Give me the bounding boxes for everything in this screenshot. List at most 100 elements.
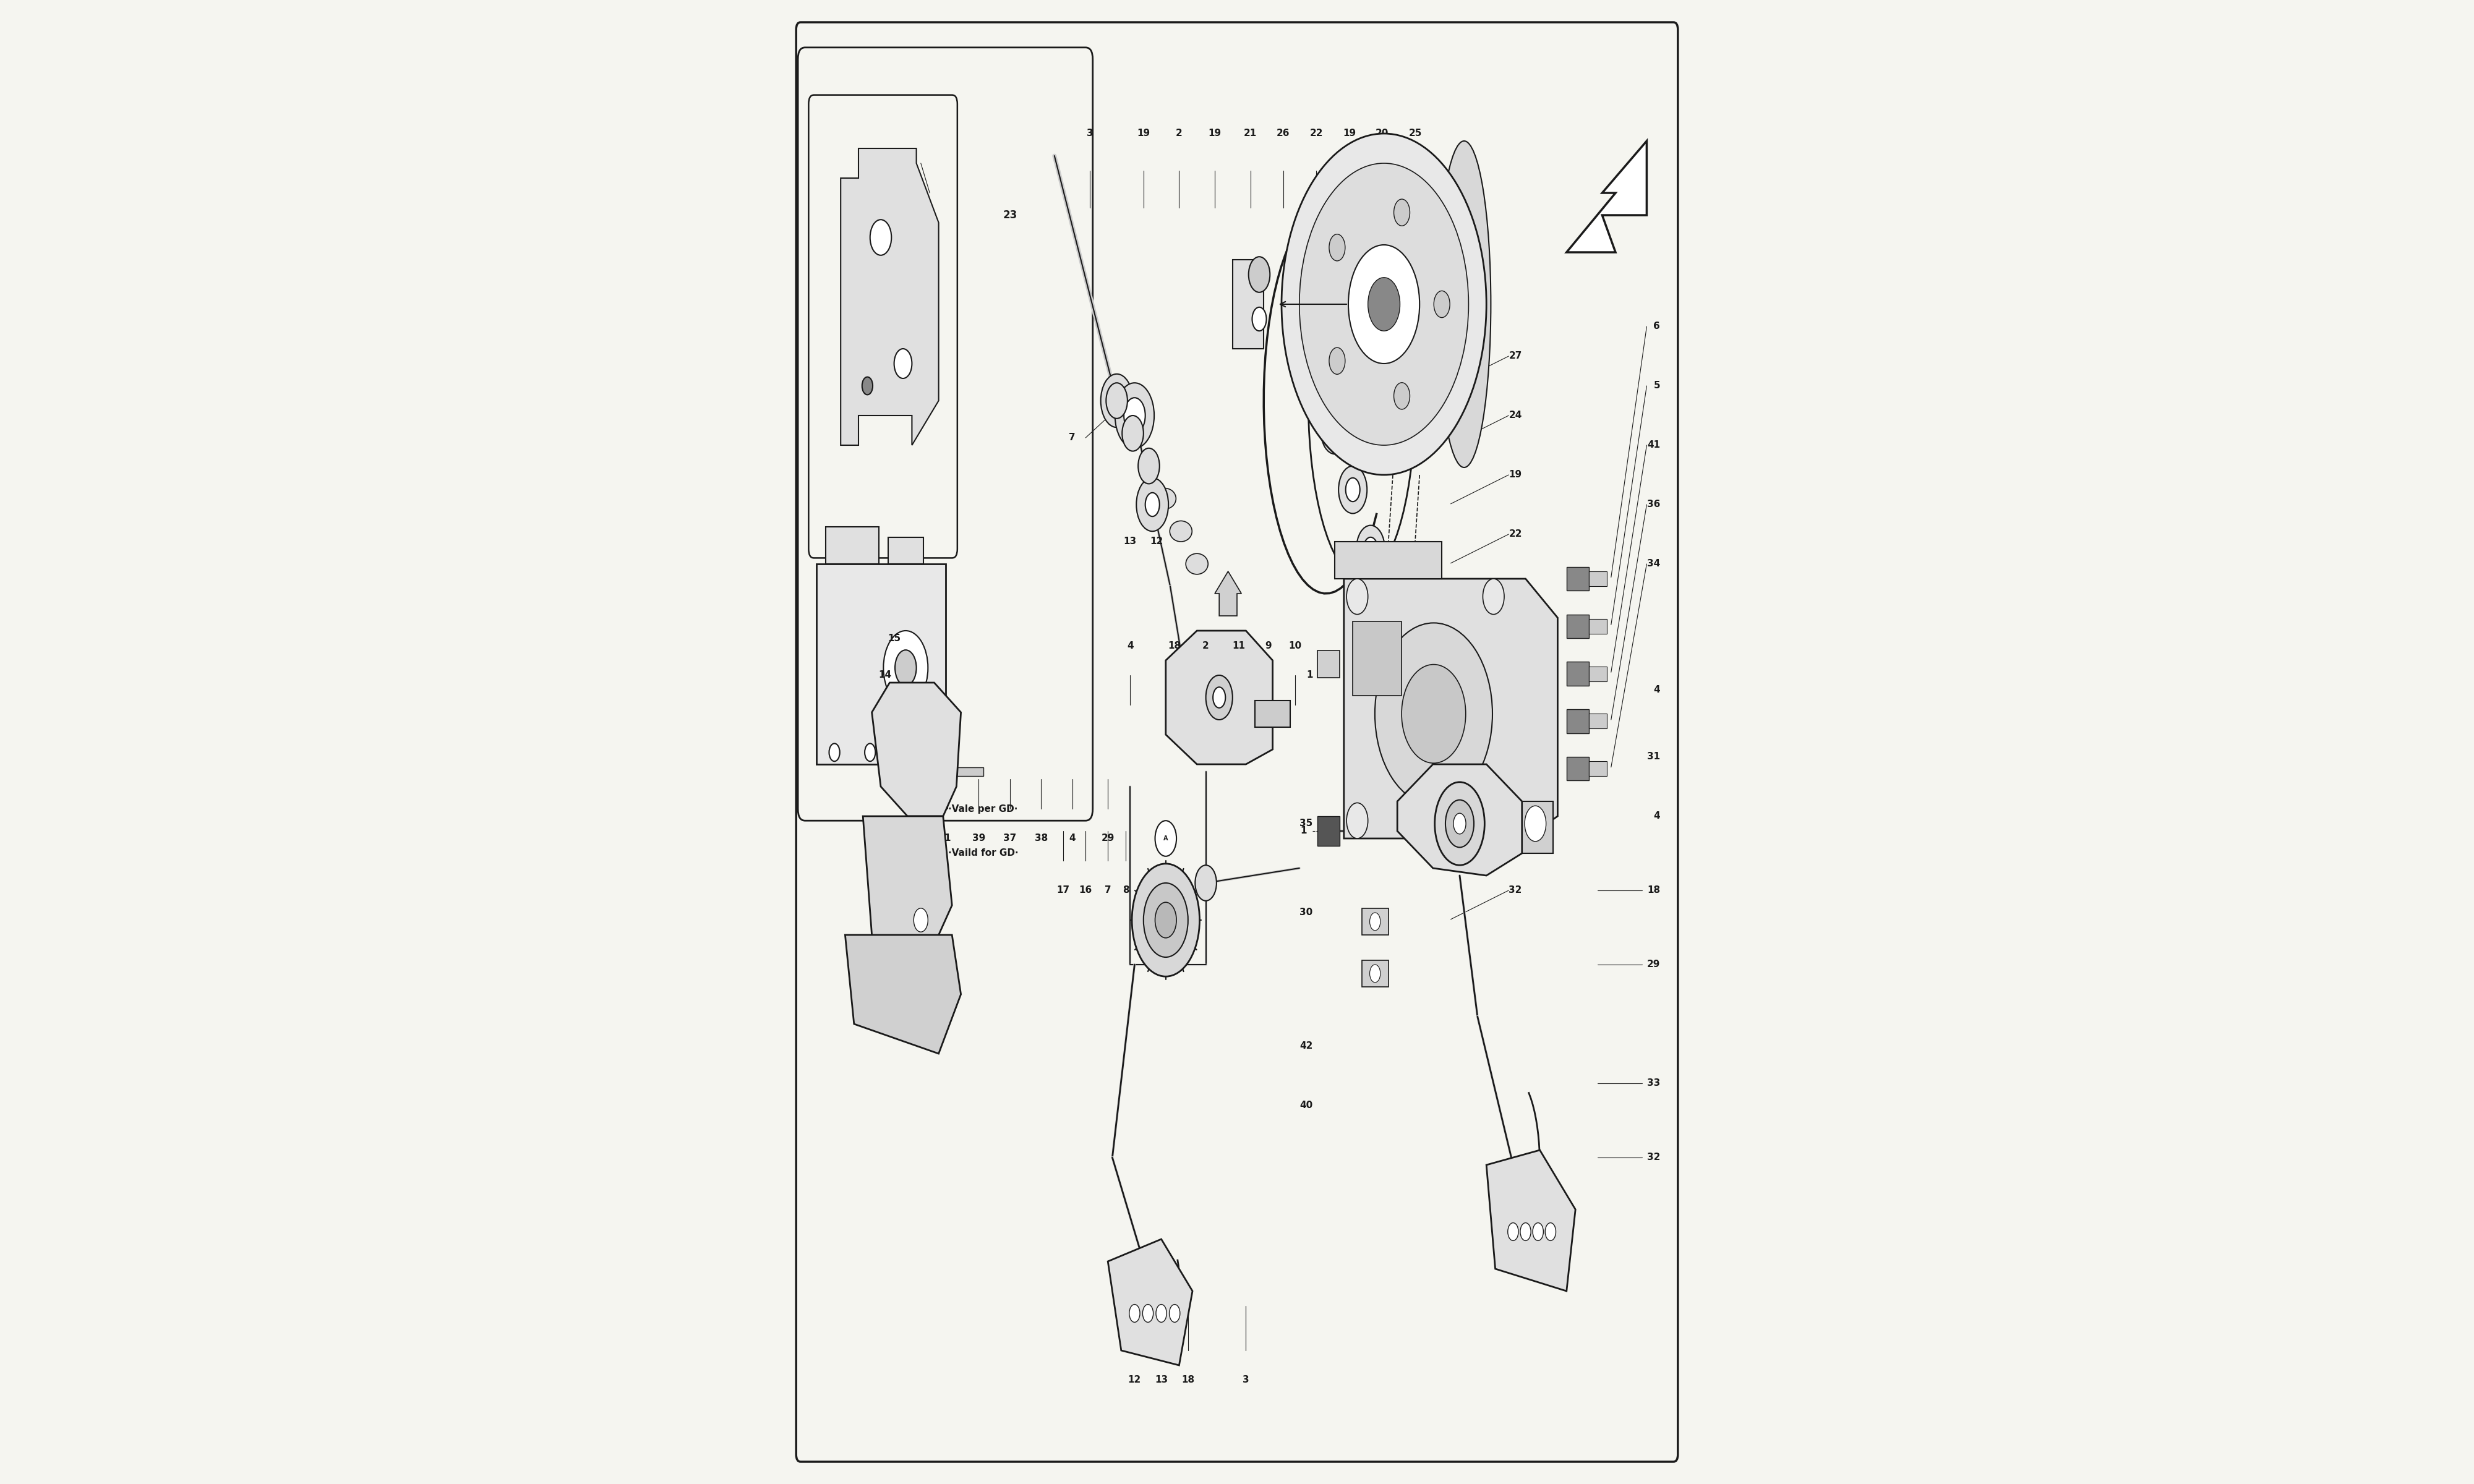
Text: 36: 36 xyxy=(1648,500,1660,509)
Text: 19: 19 xyxy=(1207,129,1222,138)
Bar xyxy=(1353,622,1403,696)
Text: 7: 7 xyxy=(1069,433,1076,442)
Text: 16: 16 xyxy=(1079,886,1091,895)
Text: 42: 42 xyxy=(1299,1042,1314,1051)
Circle shape xyxy=(1138,448,1160,484)
Text: 5: 5 xyxy=(1653,381,1660,390)
Text: 25: 25 xyxy=(1408,129,1423,138)
Circle shape xyxy=(1445,800,1475,847)
Circle shape xyxy=(1534,1223,1544,1241)
Circle shape xyxy=(1155,902,1178,938)
Text: 21: 21 xyxy=(1244,129,1257,138)
FancyBboxPatch shape xyxy=(797,22,1677,1462)
Text: 12: 12 xyxy=(1128,1376,1141,1385)
Circle shape xyxy=(1116,383,1155,448)
Circle shape xyxy=(1205,675,1232,720)
Text: 26: 26 xyxy=(1277,129,1289,138)
Text: 33: 33 xyxy=(1648,1079,1660,1088)
Text: 23: 23 xyxy=(1002,209,1017,221)
Bar xyxy=(1336,542,1442,579)
Circle shape xyxy=(1348,245,1420,364)
Text: 33: 33 xyxy=(1509,827,1522,835)
Circle shape xyxy=(1143,1304,1153,1322)
Text: 10: 10 xyxy=(1289,641,1301,650)
Bar xyxy=(957,767,982,776)
Text: 19: 19 xyxy=(1138,129,1150,138)
Circle shape xyxy=(1195,865,1217,901)
Text: 4: 4 xyxy=(1126,641,1133,650)
Circle shape xyxy=(1123,416,1143,451)
Text: 4 28: 4 28 xyxy=(1499,738,1522,746)
Circle shape xyxy=(1101,374,1133,427)
Circle shape xyxy=(866,743,876,761)
Text: 34: 34 xyxy=(1648,559,1660,568)
Text: 32: 32 xyxy=(1648,1153,1660,1162)
Circle shape xyxy=(1546,1223,1556,1241)
Text: 3: 3 xyxy=(1242,1376,1249,1385)
Bar xyxy=(1566,614,1588,638)
Circle shape xyxy=(1393,199,1410,226)
Text: 6: 6 xyxy=(1653,322,1660,331)
Ellipse shape xyxy=(1403,665,1465,763)
Circle shape xyxy=(1329,347,1346,374)
Ellipse shape xyxy=(1170,521,1192,542)
Circle shape xyxy=(1329,234,1346,261)
Text: 19: 19 xyxy=(1509,470,1522,479)
Text: 31: 31 xyxy=(1648,752,1660,761)
Text: 1: 1 xyxy=(1306,671,1314,680)
Text: 32: 32 xyxy=(1509,886,1522,895)
Bar xyxy=(1566,709,1588,733)
Text: 11: 11 xyxy=(1232,641,1244,650)
Text: 3: 3 xyxy=(1086,129,1094,138)
Bar xyxy=(1566,757,1588,781)
Text: 20: 20 xyxy=(1376,129,1388,138)
Bar xyxy=(1316,650,1338,677)
Text: 39: 39 xyxy=(972,834,985,843)
Circle shape xyxy=(1170,1304,1180,1322)
Circle shape xyxy=(1452,813,1467,834)
Bar xyxy=(1588,666,1606,681)
Text: 18: 18 xyxy=(1168,641,1180,650)
Circle shape xyxy=(1212,687,1225,708)
Polygon shape xyxy=(1108,1239,1192,1365)
Circle shape xyxy=(1338,318,1368,365)
Circle shape xyxy=(1507,1223,1519,1241)
Text: 26: 26 xyxy=(1509,649,1522,657)
Circle shape xyxy=(1128,1304,1141,1322)
Circle shape xyxy=(1299,163,1470,445)
Polygon shape xyxy=(846,935,960,1054)
Bar xyxy=(1588,571,1606,586)
Text: ·Vaild for GD·: ·Vaild for GD· xyxy=(948,849,1019,858)
Circle shape xyxy=(1133,864,1200,976)
Circle shape xyxy=(1346,478,1361,502)
Circle shape xyxy=(861,377,873,395)
Text: 8: 8 xyxy=(1123,886,1128,895)
Text: 2: 2 xyxy=(1175,129,1183,138)
Circle shape xyxy=(1346,579,1368,614)
Ellipse shape xyxy=(1376,623,1492,804)
Circle shape xyxy=(1329,418,1341,442)
Circle shape xyxy=(1338,466,1368,513)
Text: 4: 4 xyxy=(1653,686,1660,695)
Circle shape xyxy=(1356,525,1385,573)
FancyBboxPatch shape xyxy=(799,47,1094,821)
Bar xyxy=(1361,960,1388,987)
Polygon shape xyxy=(1522,801,1554,853)
Circle shape xyxy=(883,631,928,705)
Circle shape xyxy=(1111,389,1123,413)
Text: 21: 21 xyxy=(1509,589,1522,598)
Text: 14: 14 xyxy=(878,671,891,680)
Circle shape xyxy=(871,220,891,255)
Bar xyxy=(816,564,945,764)
Text: 35: 35 xyxy=(1299,819,1314,828)
Text: 29: 29 xyxy=(1648,960,1660,969)
Text: 22: 22 xyxy=(1509,530,1522,539)
Polygon shape xyxy=(1343,579,1559,838)
Circle shape xyxy=(829,743,839,761)
Text: 13: 13 xyxy=(1123,537,1136,546)
Circle shape xyxy=(1368,278,1400,331)
Text: 7: 7 xyxy=(1103,886,1111,895)
Text: 24: 24 xyxy=(1509,411,1522,420)
Circle shape xyxy=(1346,803,1368,838)
Circle shape xyxy=(1321,407,1348,454)
